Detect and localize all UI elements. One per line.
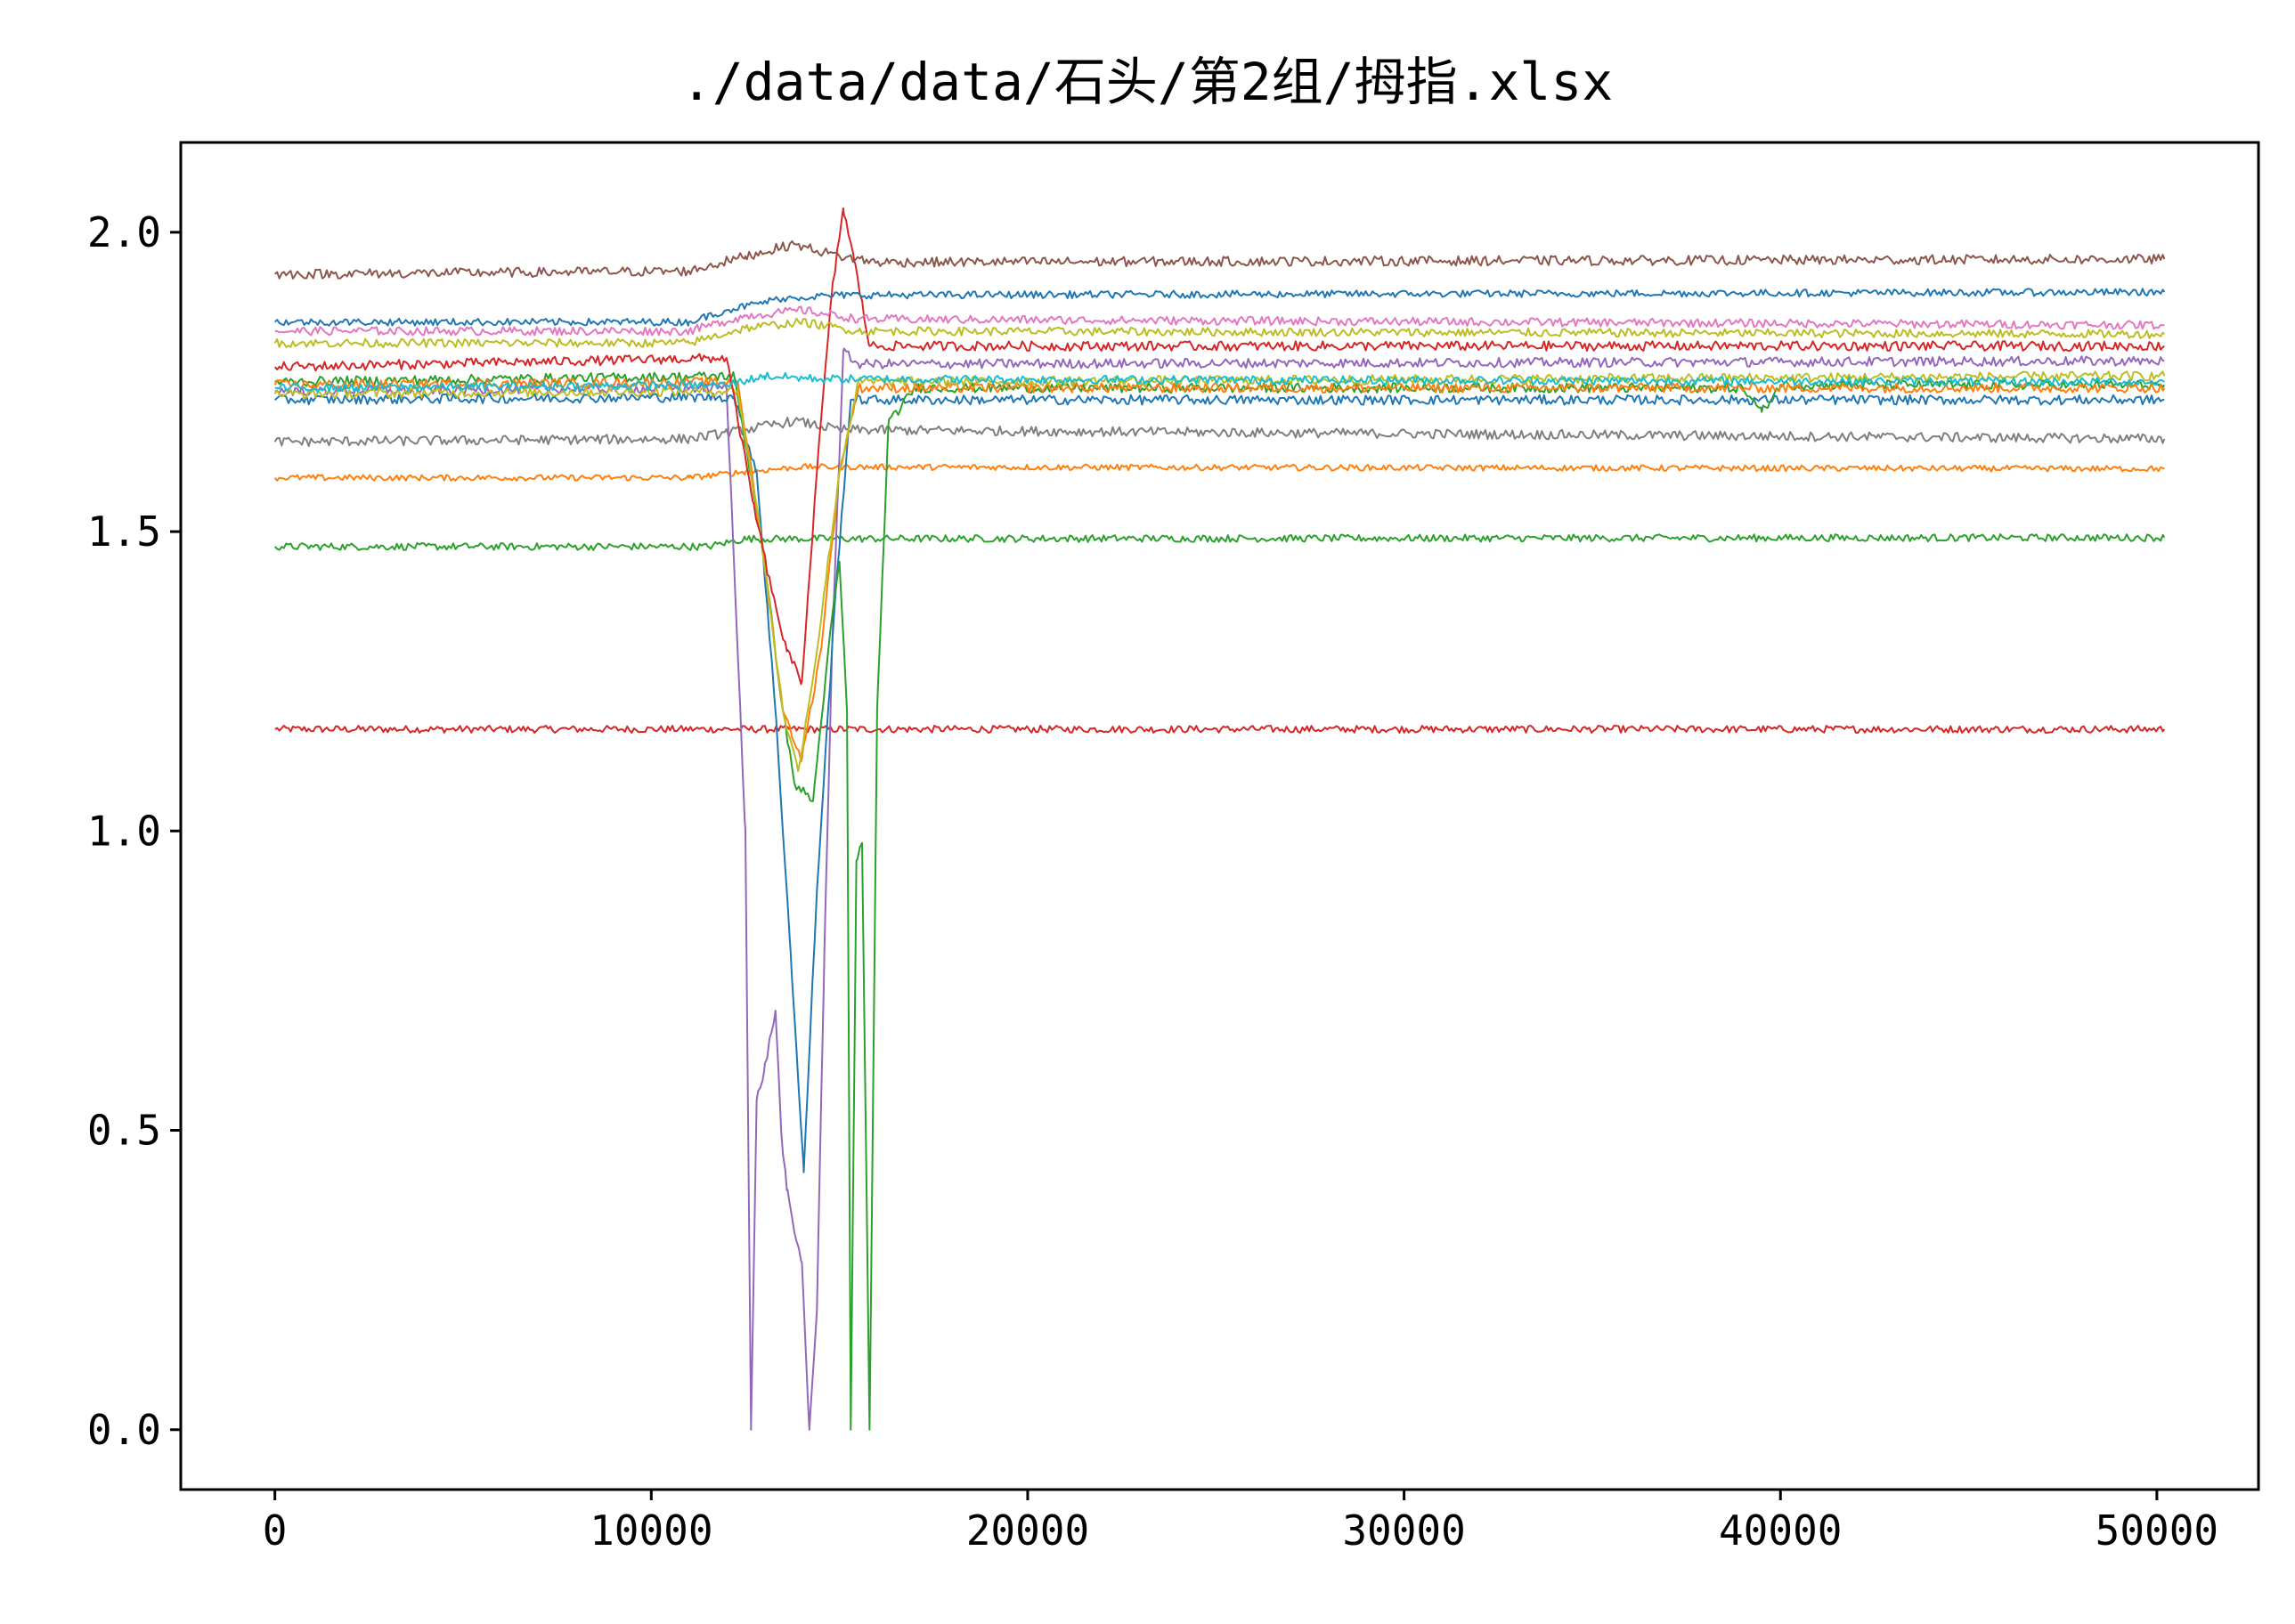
x-tick-label: 30000 <box>1342 1506 1465 1555</box>
x-tick-label: 10000 <box>590 1506 712 1555</box>
series-line-4 <box>273 417 2166 447</box>
y-axis: 0.0 0.5 1.0 1.5 2.0 <box>87 208 181 1454</box>
series-line-9 <box>273 370 2166 773</box>
y-tick-label: 2.0 <box>87 208 161 256</box>
y-tick-label: 0.0 <box>87 1406 161 1454</box>
series-line-10 <box>273 207 2165 686</box>
series-line-11 <box>274 305 2165 337</box>
series-line-14 <box>274 371 2165 393</box>
series-line-15 <box>274 240 2166 280</box>
x-tick-label: 40000 <box>1719 1506 1842 1555</box>
series-line-6 <box>274 392 2165 1173</box>
plot-area-frame <box>179 141 2260 1491</box>
series-line-5 <box>274 347 2165 1431</box>
y-tick-label: 1.0 <box>87 807 161 855</box>
x-tick-label: 20000 <box>966 1506 1089 1555</box>
series-line-1 <box>274 725 2166 734</box>
series-layer <box>273 207 2166 1431</box>
x-tick-label: 0 <box>263 1506 288 1555</box>
series-line-7 <box>274 371 2166 1431</box>
x-axis: 0 10000 20000 30000 40000 50000 <box>263 1490 2218 1555</box>
y-tick-label: 1.5 <box>87 508 161 556</box>
series-line-2 <box>273 533 2166 551</box>
series-line-13 <box>273 288 2166 327</box>
series-line-12 <box>273 317 2165 348</box>
x-tick-label: 50000 <box>2096 1506 2218 1555</box>
series-line-3 <box>273 463 2165 482</box>
chart-title: ./data/data/石头/第2组/拇指.xlsx <box>681 52 1613 112</box>
y-tick-label: 0.5 <box>87 1107 161 1155</box>
